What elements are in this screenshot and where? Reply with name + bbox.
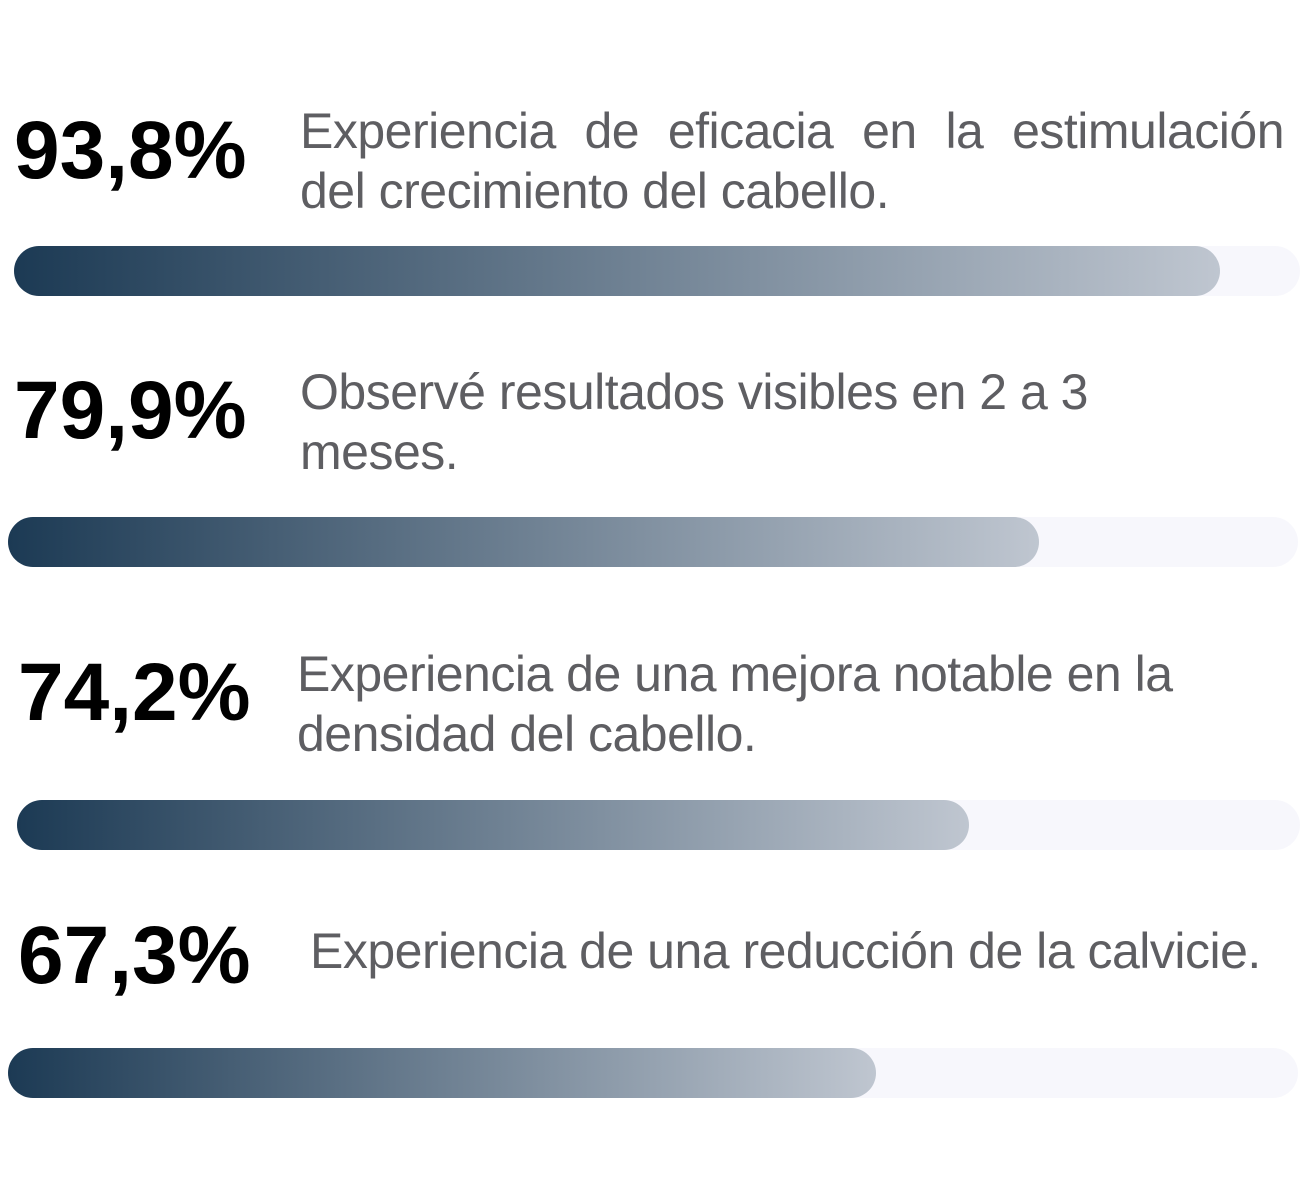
stat-label: Experiencia de eficacia en la estimulaci… xyxy=(300,103,1285,219)
stat-value: 74,2% xyxy=(18,647,251,738)
stat-row: 67,3% Experiencia de una reducción de la… xyxy=(0,0,1302,1098)
stat-row: 79,9% Observé resultados visibles en 2 a… xyxy=(0,0,1302,567)
progress-track xyxy=(8,1048,1298,1098)
progress-track xyxy=(14,246,1300,296)
stat-row: 74,2% Experiencia de una mejora notable … xyxy=(0,0,1302,850)
stat-value: 67,3% xyxy=(18,910,251,1001)
progress-fill xyxy=(17,800,969,850)
stat-value: 93,8% xyxy=(14,105,247,196)
progress-track xyxy=(8,517,1298,567)
stat-label: Experiencia de una reducción de la calvi… xyxy=(310,923,1261,979)
progress-track xyxy=(17,800,1300,850)
progress-fill xyxy=(8,517,1039,567)
progress-fill xyxy=(14,246,1220,296)
stat-label: Experiencia de una mejora notable en la … xyxy=(297,646,1173,762)
stat-value: 79,9% xyxy=(14,365,247,456)
stat-row: 93,8% Experiencia de eficacia en la esti… xyxy=(0,0,1302,296)
progress-fill xyxy=(8,1048,876,1098)
stat-label: Observé resultados visibles en 2 a 3 mes… xyxy=(300,364,1088,480)
